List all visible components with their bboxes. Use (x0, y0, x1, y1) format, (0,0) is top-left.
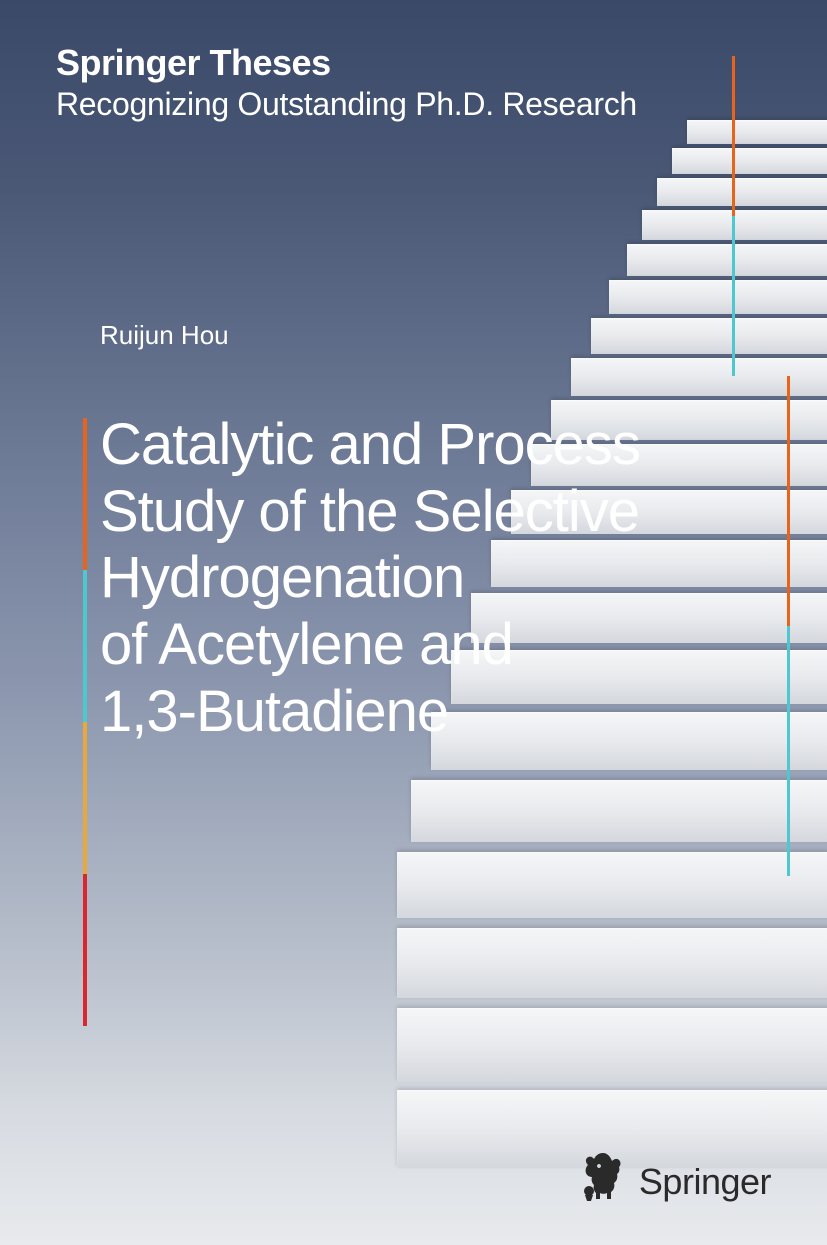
color-rule-segment (787, 376, 790, 626)
series-block: Springer Theses Recognizing Outstanding … (56, 42, 637, 123)
stair-step (609, 280, 827, 314)
stair-step (397, 1008, 827, 1082)
color-rule-segment (83, 722, 87, 874)
color-rule-segment (83, 418, 87, 570)
color-rule-segment (732, 216, 735, 376)
color-rule-segment (83, 874, 87, 1026)
author-name: Ruijun Hou (100, 320, 229, 351)
publisher-name: Springer (639, 1161, 771, 1203)
book-title: Catalytic and ProcessStudy of the Select… (100, 412, 640, 745)
title-line: Study of the Selective (100, 479, 640, 546)
stair-step (397, 852, 827, 918)
book-cover: Springer Theses Recognizing Outstanding … (0, 0, 827, 1245)
stair-step (687, 120, 827, 144)
publisher-block: Springer (579, 1151, 771, 1203)
stair-step (657, 178, 827, 206)
stair-step (411, 780, 827, 842)
title-line: Hydrogenation (100, 545, 640, 612)
springer-horse-icon (579, 1151, 627, 1203)
stair-step (397, 928, 827, 998)
color-rule-segment (787, 626, 790, 876)
stair-step (591, 318, 827, 354)
title-line: Catalytic and Process (100, 412, 640, 479)
series-title: Springer Theses (56, 42, 637, 84)
color-rule-segment (732, 56, 735, 216)
title-line: of Acetylene and (100, 612, 640, 679)
stair-step (627, 244, 827, 276)
series-subtitle: Recognizing Outstanding Ph.D. Research (56, 86, 637, 123)
stair-step (672, 148, 827, 174)
title-line: 1,3-Butadiene (100, 679, 640, 746)
color-rule-segment (83, 570, 87, 722)
